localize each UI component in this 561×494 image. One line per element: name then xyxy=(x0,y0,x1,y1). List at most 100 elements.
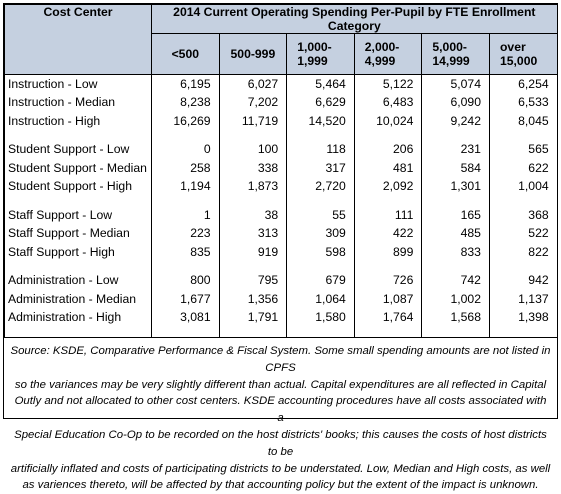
table-cell: 165 xyxy=(421,206,490,225)
table-cell: 1,087 xyxy=(353,290,423,309)
table-row: Staff Support - Median 223 313 309 422 485 522 xyxy=(4,224,558,243)
table-row: Administration - Low 800 795 679 726 742 942 xyxy=(4,271,558,290)
table-cell: 835 xyxy=(151,243,220,262)
table-cell: 8,238 xyxy=(151,93,220,112)
column-header-line: 1,000- xyxy=(297,40,332,54)
table-cell: 1,873 xyxy=(218,177,288,196)
table-cell: 258 xyxy=(151,159,220,178)
table-cell: 6,195 xyxy=(151,74,220,94)
footnote-line: so the variances may be very slightly di… xyxy=(14,378,547,391)
table-cell: 1,137 xyxy=(488,290,558,309)
table-row: Staff Support - High 835 919 598 899 833 822 xyxy=(4,243,558,262)
table-cell: 822 xyxy=(488,243,558,262)
table-cell: 0 xyxy=(151,140,220,159)
table-cell: 1,194 xyxy=(151,177,220,196)
table-row: Student Support - Low 0 100 118 206 231 565 xyxy=(4,140,558,159)
table-cell: 8,045 xyxy=(488,112,558,131)
table-cell: 5,074 xyxy=(421,74,490,94)
row-label: Instruction - Median xyxy=(4,93,152,112)
table-cell: 7,202 xyxy=(218,93,288,112)
table-cell: 1,398 xyxy=(488,308,558,327)
table-cell: 679 xyxy=(286,271,355,290)
column-header-line: 1,999 xyxy=(297,54,328,68)
table-cell: 899 xyxy=(353,243,423,262)
table-row: Instruction - Median 8,238 7,202 6,629 6,483… xyxy=(4,93,558,112)
spacer-row xyxy=(4,130,558,141)
column-header-line: 500-999 xyxy=(230,47,276,61)
table-cell: 584 xyxy=(421,159,490,178)
table-cell: 2,092 xyxy=(353,177,423,196)
source-footnote: Source: KSDE, Comparative Performance & … xyxy=(4,338,557,494)
row-label: Instruction - High xyxy=(4,112,152,131)
spacer-row xyxy=(4,196,558,206)
table-cell: 111 xyxy=(353,206,423,225)
row-label: Student Support - Median xyxy=(4,159,152,178)
column-header-row: <500 500-999 1,000- 1,999 2,000- 4,999 5,000- 1… xyxy=(5,33,558,75)
table-cell: 313 xyxy=(218,224,288,243)
table-cell: 6,254 xyxy=(488,74,558,94)
column-header: over 15,000 xyxy=(488,33,558,75)
table-cell: 1,677 xyxy=(151,290,220,309)
table-cell: 795 xyxy=(218,271,288,290)
table-row: Instruction - Low 6,195 6,027 5,464 5,122 5,0… xyxy=(4,74,558,94)
column-header-line: <500 xyxy=(171,47,200,61)
table-cell: 16,269 xyxy=(151,112,220,131)
spacer-row xyxy=(4,327,558,338)
table-cell: 598 xyxy=(286,243,355,262)
column-header: 500-999 xyxy=(218,33,288,75)
row-label: Staff Support - High xyxy=(4,243,152,262)
row-label: Administration - Median xyxy=(4,290,152,309)
table-cell: 6,027 xyxy=(218,74,288,94)
column-header: 1,000- 1,999 xyxy=(286,33,355,75)
table-cell: 1,580 xyxy=(286,308,355,327)
table-cell: 38 xyxy=(218,206,288,225)
table-cell: 5,464 xyxy=(286,74,355,94)
table-cell: 1,791 xyxy=(218,308,288,327)
table-cell: 422 xyxy=(353,224,423,243)
table-cell: 368 xyxy=(488,206,558,225)
table-cell: 11,719 xyxy=(218,112,288,131)
row-label: Staff Support - Low xyxy=(4,206,152,225)
table-body: Instruction - Low 6,195 6,027 5,464 5,122 5,0… xyxy=(4,74,558,338)
table-cell: 1,002 xyxy=(421,290,490,309)
table-cell: 485 xyxy=(421,224,490,243)
table-cell: 1 xyxy=(151,206,220,225)
table-cell: 100 xyxy=(218,140,288,159)
column-header-line: 2,000- xyxy=(364,40,400,54)
row-label: Administration - High xyxy=(4,308,152,327)
row-label: Administration - Low xyxy=(4,271,152,290)
table-cell: 942 xyxy=(488,271,558,290)
table-cell: 726 xyxy=(353,271,423,290)
table-cell: 309 xyxy=(286,224,355,243)
table-row: Administration - Median 1,677 1,356 1,064 1,… xyxy=(4,290,558,309)
table-cell: 338 xyxy=(218,159,288,178)
column-header-line: 4,999 xyxy=(364,54,396,68)
table-cell: 5,122 xyxy=(353,74,423,94)
table-cell: 14,520 xyxy=(286,112,355,131)
table-cell: 1,064 xyxy=(286,290,355,309)
table-cell: 2,720 xyxy=(286,177,355,196)
table-cell: 206 xyxy=(353,140,423,159)
table-cell: 742 xyxy=(421,271,490,290)
spacer-row xyxy=(4,261,558,272)
table-row: Student Support - High 1,194 1,873 2,720 2,0… xyxy=(4,177,558,196)
footnote-line: Source: KSDE, Comparative Performance & … xyxy=(10,345,551,374)
row-label: Student Support - Low xyxy=(4,140,152,159)
column-header-line: 5,000- xyxy=(432,40,467,54)
table-cell: 622 xyxy=(488,159,558,178)
table-cell: 1,356 xyxy=(218,290,288,309)
column-header-line: 14,999 xyxy=(432,54,470,68)
table-cell: 3,081 xyxy=(151,308,220,327)
table-cell: 317 xyxy=(286,159,355,178)
column-header-line: over xyxy=(499,40,526,54)
table-title: 2014 Current Operating Spending Per-Pupi… xyxy=(151,4,558,34)
table-cell: 1,004 xyxy=(488,177,558,196)
table-cell: 1,301 xyxy=(421,177,490,196)
column-header-line: 15,000 xyxy=(499,54,538,68)
row-label: Staff Support - Median xyxy=(4,224,152,243)
table-cell: 6,629 xyxy=(286,93,355,112)
table-row: Administration - High 3,081 1,791 1,580 1,76… xyxy=(4,308,558,327)
row-label: Student Support - High xyxy=(4,177,152,196)
table-cell: 118 xyxy=(286,140,355,159)
table-row: Student Support - Median 258 338 317 481 584 6… xyxy=(4,159,558,178)
